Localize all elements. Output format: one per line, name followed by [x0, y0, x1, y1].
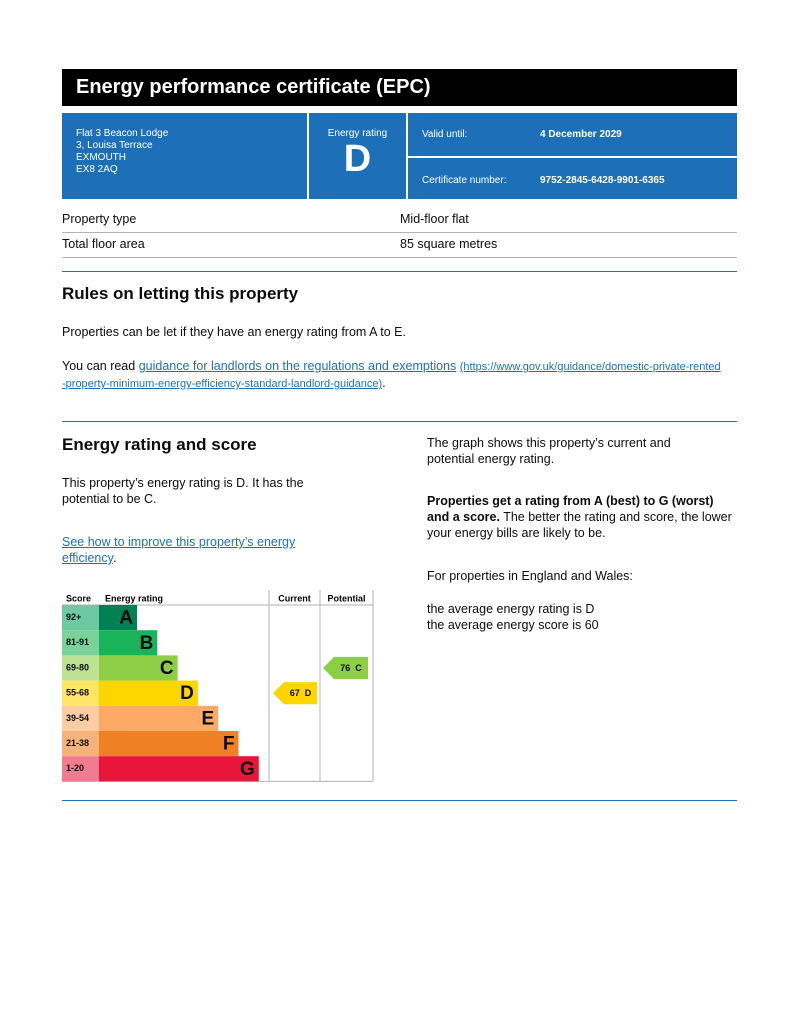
text: .	[112, 551, 117, 565]
divider	[62, 800, 737, 801]
header: Score	[66, 593, 91, 603]
band-letter: E	[202, 708, 215, 729]
range-label: 21-38	[66, 738, 89, 748]
cert-number: 9752-2845-6428-9901-6365	[540, 175, 665, 186]
band-letter: B	[140, 633, 154, 654]
row-label: Total floor area	[62, 237, 145, 251]
text: .	[382, 376, 386, 390]
address: Flat 3 Beacon Lodge 3, Louisa Terrace EX…	[62, 113, 307, 199]
arrow-score: 67	[290, 689, 300, 699]
rating: D	[343, 138, 372, 180]
range-label: 69-80	[66, 662, 89, 672]
cert-cell: Certificate number: 9752-2845-6428-9901-…	[408, 158, 737, 199]
range-cell	[62, 705, 99, 731]
arrow-label: 67 D	[290, 689, 312, 699]
rating-arrow	[323, 656, 368, 680]
header: Energy rating	[105, 593, 163, 603]
range-label: 55-68	[66, 688, 89, 698]
range-label: 1-20	[66, 763, 84, 773]
header: Current	[278, 593, 311, 603]
paragraph: the average energy rating is D	[427, 602, 595, 616]
range-label: 39-54	[66, 713, 89, 723]
band-letter: C	[160, 658, 174, 679]
text: You can read	[62, 359, 139, 373]
band-bar	[99, 756, 259, 782]
arrow-score: 76	[340, 663, 350, 673]
rating-label: Energy rating	[327, 128, 388, 139]
rating-arrow	[273, 682, 317, 705]
paragraph: Properties get a rating from A (best) to…	[427, 493, 739, 541]
paragraph: You can read guidance for landlords on t…	[62, 358, 722, 392]
range-cell	[62, 731, 99, 757]
paragraph: Properties can be let if they have an en…	[62, 325, 406, 339]
paragraph: See how to improve this property’s energ…	[62, 534, 332, 566]
property-row: Property type Mid-floor flat	[62, 208, 737, 233]
band-letter: A	[119, 608, 133, 629]
title: Energy performance certificate (EPC)	[62, 69, 737, 106]
address-line: Flat 3 Beacon Lodge	[76, 128, 169, 139]
text: The better the rating and score, the low…	[427, 510, 732, 540]
range-cell	[62, 655, 99, 681]
divider	[62, 421, 737, 422]
band-bar	[99, 680, 198, 706]
band-bar	[99, 705, 219, 731]
rating-chart: Score Energy rating Current Potential 92+ A 81…	[62, 590, 374, 782]
range-label: 92+	[66, 612, 81, 622]
row-value: 85 square metres	[400, 237, 498, 251]
band-letter: F	[223, 734, 235, 755]
paragraph: For properties in England and Wales:	[427, 569, 633, 583]
range-cell	[62, 630, 99, 656]
paragraph: the average energy score is 60	[427, 618, 599, 632]
arrow-band: D	[305, 689, 312, 699]
paragraph: This property’s energy rating is D. It h…	[62, 476, 304, 506]
valid-until: 4 December 2029	[540, 129, 622, 140]
band-bar	[99, 655, 178, 681]
address-line: EXMOUTH	[76, 152, 126, 163]
address-line: 3, Louisa Terrace	[76, 140, 153, 151]
band-bar	[99, 630, 158, 656]
paragraph: The graph shows this property’s current …	[427, 436, 671, 466]
valid-cell: Valid until: 4 December 2029	[408, 113, 737, 156]
bold-text: Properties get a rating from A (best) to…	[427, 494, 714, 524]
band-bar	[99, 731, 239, 757]
valid-label: Valid until:	[422, 129, 468, 140]
heading: Energy rating and score	[62, 435, 257, 454]
address-line: EX8 2AQ	[76, 164, 118, 175]
cert-label: Certificate number:	[422, 175, 507, 186]
link[interactable]: guidance for landlords on the regulation…	[138, 359, 457, 373]
range-cell	[62, 680, 99, 706]
row-label: Property type	[62, 212, 137, 226]
band-letter: D	[180, 683, 194, 704]
link[interactable]: See how to improve this property’s energ…	[62, 535, 296, 565]
property-row: Total floor area 85 square metres	[62, 233, 737, 258]
divider	[62, 271, 737, 272]
row-value: Mid-floor flat	[400, 212, 469, 226]
band-letter: G	[240, 759, 255, 780]
range-cell	[62, 605, 99, 631]
arrow-label: 76 C	[340, 663, 362, 673]
band-bar	[99, 605, 137, 631]
rating-cell: Energy rating D	[309, 113, 406, 199]
arrow-band: C	[355, 663, 362, 673]
range-cell	[62, 756, 99, 782]
heading: Rules on letting this property	[62, 284, 299, 303]
header: Potential	[327, 593, 365, 603]
link-url[interactable]: (https://www.gov.uk/guidance/domestic-pr…	[62, 361, 721, 390]
range-label: 81-91	[66, 637, 89, 647]
